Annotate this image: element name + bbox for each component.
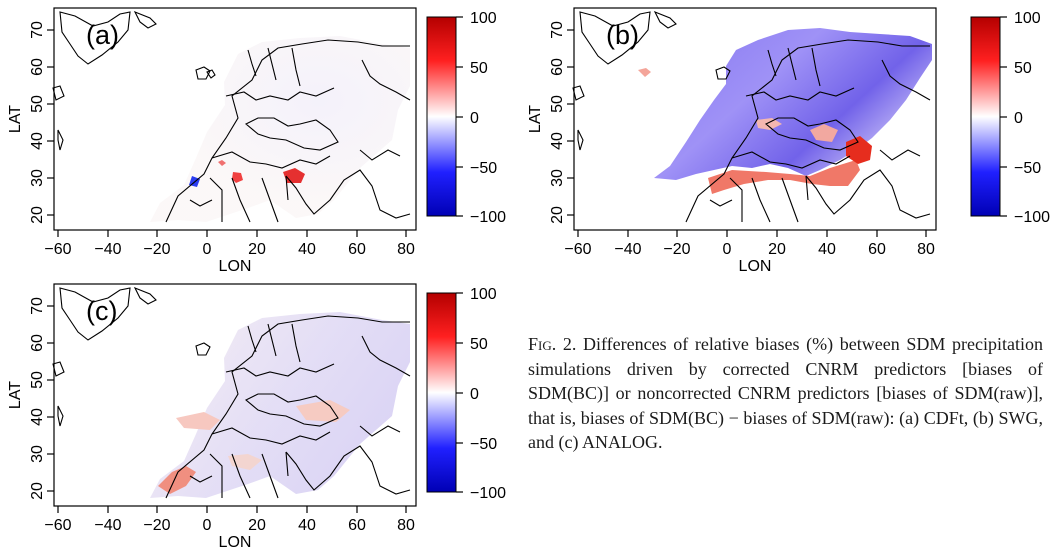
y-tick: 30 bbox=[29, 445, 46, 463]
x-tick: −20 bbox=[143, 517, 170, 534]
x-tick: 20 bbox=[248, 517, 266, 534]
y-axis-c bbox=[47, 305, 54, 492]
colorbar-label: −50 bbox=[1014, 160, 1041, 177]
colorbar-c bbox=[426, 292, 457, 493]
x-tick: 80 bbox=[397, 517, 415, 534]
x-tick: 0 bbox=[203, 517, 212, 534]
y-axis-title: LAT bbox=[7, 105, 24, 133]
x-tick: −40 bbox=[94, 241, 121, 258]
y-tick: 30 bbox=[549, 169, 566, 187]
x-tick: 60 bbox=[868, 241, 886, 258]
y-tick: 20 bbox=[549, 206, 566, 224]
colorbar-label: 0 bbox=[1014, 110, 1023, 127]
x-tick: 0 bbox=[723, 241, 732, 258]
x-tick: −40 bbox=[614, 241, 641, 258]
colorbar-label: 50 bbox=[470, 336, 488, 353]
panel-tag: (a) bbox=[86, 20, 119, 50]
y-tick: 50 bbox=[29, 95, 46, 113]
x-axis-title: LON bbox=[739, 258, 772, 275]
y-tick: 40 bbox=[549, 132, 566, 150]
colorbar-label: −100 bbox=[1014, 209, 1050, 226]
colorbar-label: 100 bbox=[1014, 10, 1041, 27]
x-tick: 60 bbox=[348, 241, 366, 258]
x-tick: −60 bbox=[564, 241, 591, 258]
bias-field-c bbox=[150, 312, 410, 498]
colorbar-label: 50 bbox=[470, 60, 488, 77]
colorbar-ticks-c bbox=[456, 292, 463, 493]
figure-caption: Fig. 2. Differences of relative biases (… bbox=[528, 332, 1043, 455]
y-axis-title: LAT bbox=[7, 381, 24, 409]
colorbar-label: 0 bbox=[470, 110, 479, 127]
x-tick: −20 bbox=[663, 241, 690, 258]
y-tick: 50 bbox=[29, 371, 46, 389]
plot-frame-b bbox=[573, 7, 937, 231]
y-tick: 20 bbox=[29, 206, 46, 224]
y-tick: 40 bbox=[29, 132, 46, 150]
panel-tag: (c) bbox=[86, 296, 117, 326]
x-axis-b bbox=[577, 230, 927, 237]
colorbar-b bbox=[970, 16, 1001, 217]
x-tick: 80 bbox=[917, 241, 935, 258]
x-tick: 40 bbox=[298, 517, 316, 534]
x-tick: −60 bbox=[44, 517, 71, 534]
y-tick: 70 bbox=[549, 21, 566, 39]
plot-frame-c bbox=[53, 283, 417, 507]
x-tick: 20 bbox=[248, 241, 266, 258]
coastlines-b bbox=[572, 10, 931, 223]
y-tick: 40 bbox=[29, 408, 46, 426]
x-tick: 20 bbox=[768, 241, 786, 258]
y-tick: 70 bbox=[29, 21, 46, 39]
map-figure-b: −60 −40 −20 0 20 40 60 80 LON 20 30 40 5… bbox=[527, 7, 1050, 275]
y-axis-title: LAT bbox=[527, 105, 544, 133]
map-panel-b: −60 −40 −20 0 20 40 60 80 LON 20 30 40 5… bbox=[520, 0, 1062, 278]
y-tick: 60 bbox=[29, 334, 46, 352]
colorbar-label: 100 bbox=[470, 286, 497, 303]
colorbar-label: 50 bbox=[1014, 60, 1032, 77]
map-panel-c: −60 −40 −20 0 20 40 60 80 LON 20 30 40 5… bbox=[0, 276, 520, 554]
y-tick: 60 bbox=[29, 58, 46, 76]
x-axis-title: LON bbox=[219, 534, 252, 551]
colorbar-label: 100 bbox=[470, 10, 497, 27]
x-tick: 80 bbox=[397, 241, 415, 258]
colorbar-ticks-a bbox=[456, 16, 463, 217]
x-tick: −40 bbox=[94, 517, 121, 534]
map-panel-a: −60 −40 −20 0 20 40 60 80 LON 20 30 40 5… bbox=[0, 0, 520, 278]
y-axis-b bbox=[567, 29, 574, 216]
colorbar-a bbox=[426, 16, 457, 217]
plot-frame-a bbox=[53, 7, 417, 231]
x-tick: 40 bbox=[298, 241, 316, 258]
figure-label: Fig. 2. bbox=[528, 334, 577, 354]
colorbar-label: −50 bbox=[470, 160, 497, 177]
coastlines-a bbox=[52, 10, 411, 223]
coastlines-c bbox=[52, 286, 411, 499]
x-axis-a bbox=[57, 230, 407, 237]
x-axis-title: LON bbox=[219, 258, 252, 275]
colorbar-label: −50 bbox=[470, 436, 497, 453]
bias-field-b bbox=[654, 28, 932, 180]
x-tick: 40 bbox=[818, 241, 836, 258]
x-tick: −20 bbox=[143, 241, 170, 258]
caption-text: Differences of relative biases (%) betwe… bbox=[528, 334, 1043, 453]
y-tick: 30 bbox=[29, 169, 46, 187]
map-figure-a: −60 −40 −20 0 20 40 60 80 LON 20 30 40 5… bbox=[7, 7, 506, 275]
bias-hotspots-b bbox=[638, 68, 872, 194]
colorbar-label: −100 bbox=[470, 209, 506, 226]
colorbar-label: 0 bbox=[470, 386, 479, 403]
x-tick: 60 bbox=[348, 517, 366, 534]
colorbar-ticks-b bbox=[1000, 16, 1007, 217]
colorbar-label: −100 bbox=[470, 485, 506, 502]
y-tick: 50 bbox=[549, 95, 566, 113]
y-tick: 20 bbox=[29, 482, 46, 500]
y-tick: 60 bbox=[549, 58, 566, 76]
y-tick: 70 bbox=[29, 297, 46, 315]
x-axis-c bbox=[57, 506, 407, 513]
bias-field-a bbox=[150, 36, 410, 222]
y-axis-a bbox=[47, 29, 54, 216]
panel-tag: (b) bbox=[606, 20, 639, 50]
map-figure-c: −60 −40 −20 0 20 40 60 80 LON 20 30 40 5… bbox=[7, 283, 506, 551]
x-tick: −60 bbox=[44, 241, 71, 258]
x-tick: 0 bbox=[203, 241, 212, 258]
